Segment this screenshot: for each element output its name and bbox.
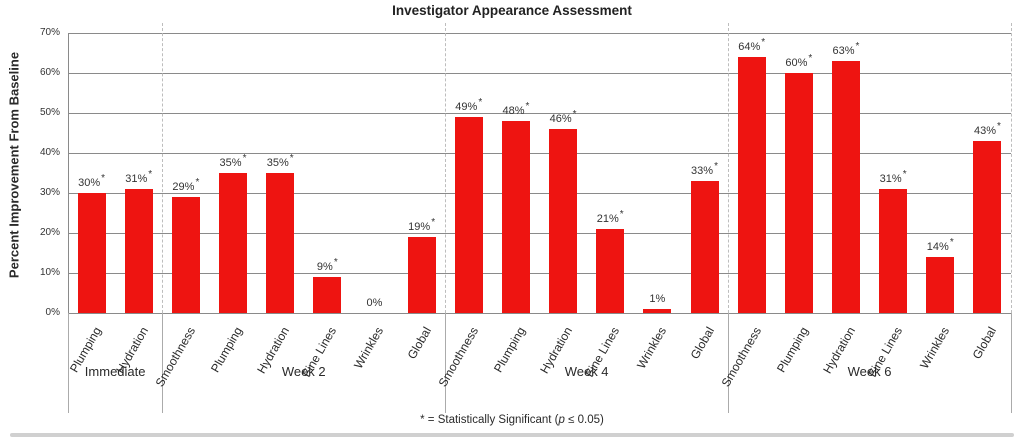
group-separator xyxy=(728,313,729,413)
y-tick-label: 70% xyxy=(39,27,60,38)
y-tick-label: 60% xyxy=(39,67,60,78)
bar-value-label: 33%* xyxy=(691,161,718,177)
bar xyxy=(77,193,106,313)
bar-value-label: 30%* xyxy=(78,173,106,189)
bar xyxy=(124,189,153,313)
y-tick-label: 50% xyxy=(39,107,60,118)
gridline xyxy=(68,33,1011,34)
y-tick-label: 0% xyxy=(45,307,60,318)
gridline xyxy=(68,233,1011,234)
significance-asterisk: * xyxy=(808,53,813,64)
group-label: Immediate xyxy=(84,364,146,379)
bar-value-label: 49%* xyxy=(455,97,483,113)
y-tick-label: 40% xyxy=(39,147,60,158)
y-axis-line xyxy=(68,33,69,313)
bar-value-label: 29%* xyxy=(172,177,200,193)
bar xyxy=(266,173,295,313)
bottom-divider xyxy=(10,433,1014,437)
bar xyxy=(879,189,908,313)
bar xyxy=(549,129,578,313)
gridline xyxy=(68,73,1011,74)
gridline xyxy=(68,113,1011,114)
bar-value-label: 64%* xyxy=(738,37,766,53)
gridline xyxy=(68,193,1011,194)
group-separator xyxy=(445,313,446,413)
bar xyxy=(926,257,955,313)
bar-value-label: 35%* xyxy=(266,153,294,169)
significance-asterisk: * xyxy=(619,209,624,220)
significance-asterisk: * xyxy=(714,161,718,172)
significance-asterisk: * xyxy=(101,173,106,184)
bar xyxy=(831,61,860,313)
group-separator xyxy=(68,313,69,413)
bar xyxy=(219,173,248,313)
x-axis-line xyxy=(68,313,1011,314)
significance-asterisk: * xyxy=(572,109,577,120)
bar xyxy=(171,197,200,313)
bar xyxy=(501,121,530,313)
bar xyxy=(784,73,813,313)
group-label: Week 4 xyxy=(564,364,609,379)
footnote: * = Statistically Significant (p ≤ 0.05) xyxy=(0,414,1024,426)
bar-value-label: 31%* xyxy=(879,169,907,185)
group-separator-dashed xyxy=(162,23,164,313)
bar-value-label: 21%* xyxy=(596,209,624,225)
bar-value-label: 46%* xyxy=(549,109,577,125)
bar-value-label: 63%* xyxy=(832,41,860,57)
group-label: Week 2 xyxy=(281,364,326,379)
bar xyxy=(407,237,436,313)
footnote-prefix: * = Statistically Significant ( xyxy=(420,414,559,426)
bar-value-label: 48%* xyxy=(502,101,530,117)
bar xyxy=(737,57,766,313)
significance-asterisk: * xyxy=(761,37,766,48)
significance-asterisk: * xyxy=(195,177,200,188)
gridline xyxy=(68,273,1011,274)
footnote-p: p xyxy=(558,414,565,426)
gridline xyxy=(68,153,1011,154)
group-separator-dashed xyxy=(728,23,730,313)
significance-asterisk: * xyxy=(289,153,294,164)
bar xyxy=(973,141,1002,313)
significance-asterisk: * xyxy=(949,237,954,248)
significance-asterisk: * xyxy=(902,169,907,180)
group-label: Week 6 xyxy=(847,364,892,379)
bar xyxy=(454,117,483,313)
significance-asterisk: * xyxy=(996,121,1001,132)
bar xyxy=(690,181,719,313)
bar-value-label: 1% xyxy=(649,293,666,305)
plot-right-border-dashed xyxy=(1011,23,1012,313)
plot-area: 0% 10% 20% 30% 40% 50% 60% 70% 30%* Plumping 31%* H… xyxy=(40,23,1012,413)
y-tick-label: 10% xyxy=(39,267,60,278)
bar-value-label: 0% xyxy=(366,297,383,309)
bar xyxy=(313,277,342,313)
significance-asterisk: * xyxy=(478,97,483,108)
y-tick-label: 20% xyxy=(39,227,60,238)
significance-asterisk: * xyxy=(525,101,530,112)
footnote-suffix: ≤ 0.05) xyxy=(564,414,604,426)
bar-value-label: 43%* xyxy=(973,121,1001,137)
group-separator xyxy=(1011,313,1012,413)
significance-asterisk: * xyxy=(855,41,860,52)
y-tick-label: 30% xyxy=(39,187,60,198)
bar-value-label: 19%* xyxy=(408,217,436,233)
significance-asterisk: * xyxy=(148,169,153,180)
bar-value-label: 9%* xyxy=(316,257,338,273)
group-separator xyxy=(162,313,163,413)
group-separator-dashed xyxy=(445,23,447,313)
chart-title: Investigator Appearance Assessment xyxy=(392,3,632,18)
significance-asterisk: * xyxy=(431,217,436,228)
bar-value-label: 31%* xyxy=(125,169,153,185)
y-axis-label: Percent Improvement From Baseline xyxy=(6,51,22,279)
significance-asterisk: * xyxy=(333,257,338,268)
significance-asterisk: * xyxy=(242,153,247,164)
bar-value-label: 60%* xyxy=(785,53,813,69)
bar xyxy=(643,309,672,313)
bar xyxy=(596,229,625,313)
bar-value-label: 35%* xyxy=(219,153,247,169)
bar-value-label: 14%* xyxy=(926,237,954,253)
